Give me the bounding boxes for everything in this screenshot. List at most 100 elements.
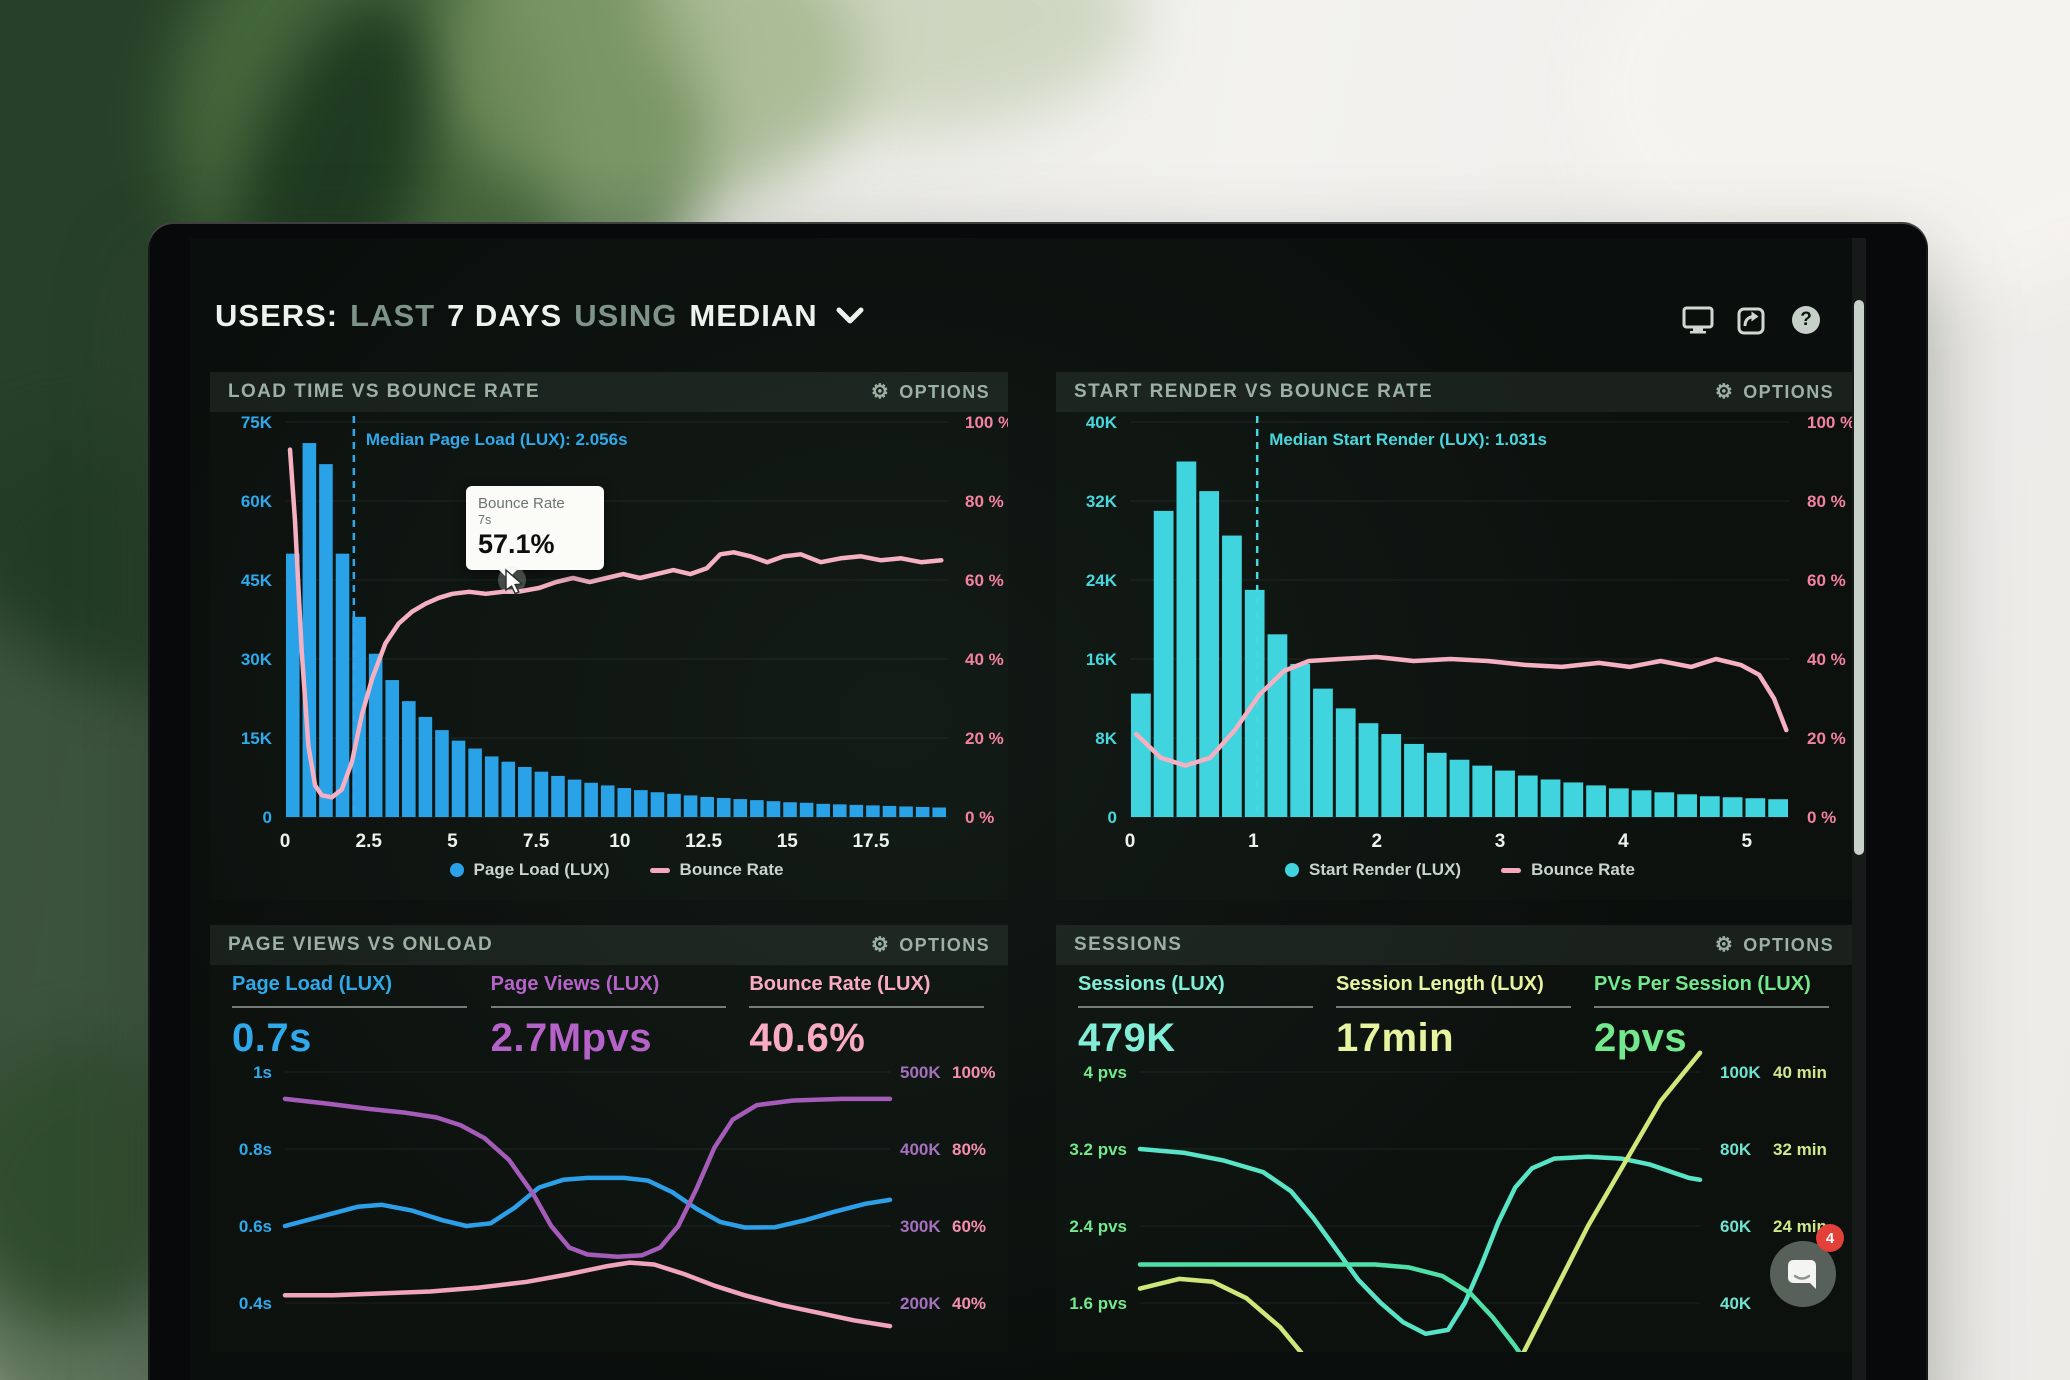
right-axis-tick-secondary: 80% <box>952 1140 986 1159</box>
panel-load-time: LOAD TIME VS BOUNCE RATE ⚙ OPTIONS 75K 10… <box>210 372 1013 900</box>
chat-notification-badge[interactable]: 4 <box>1816 1224 1844 1252</box>
series-line <box>1137 1050 1703 1380</box>
bar <box>1563 782 1584 817</box>
bar <box>1131 693 1151 817</box>
x-axis-tick: 17.5 <box>852 831 889 852</box>
right-axis-tick: 60 % <box>965 571 1004 590</box>
bar <box>1404 743 1424 817</box>
bar <box>567 779 582 817</box>
panel-title: SESSIONS <box>1074 934 1183 955</box>
options-button[interactable]: ⚙ OPTIONS <box>870 381 990 403</box>
right-axis-tick: 0 % <box>1807 808 1836 827</box>
bar <box>783 802 797 817</box>
bar <box>1540 779 1561 817</box>
bar <box>1313 688 1333 817</box>
left-axis-tick: 8K <box>1095 729 1117 748</box>
tooltip-caret <box>498 569 518 579</box>
bar <box>335 553 350 817</box>
bar <box>385 680 400 817</box>
bar <box>518 766 532 817</box>
bounce-rate-line <box>287 447 944 800</box>
bar <box>1631 790 1652 817</box>
options-button[interactable]: ⚙ OPTIONS <box>870 934 990 956</box>
metric-bounce-rate: Bounce Rate (LUX) 40.6% <box>749 973 1008 1061</box>
x-axis-tick: 2 <box>1371 831 1382 852</box>
bar <box>418 716 433 817</box>
x-axis-tick: 5 <box>1742 831 1753 852</box>
x-axis-tick: 7.5 <box>523 831 550 852</box>
bar <box>1586 785 1606 817</box>
left-axis-tick: 60K <box>241 492 273 511</box>
panel-start-render: START RENDER VS BOUNCE RATE ⚙ OPTIONS 40… <box>1056 372 1855 900</box>
metric-underline <box>749 1006 985 1008</box>
title-word: 7 DAYS <box>447 298 563 333</box>
title-word: USING <box>574 298 678 333</box>
panel-title: LOAD TIME VS BOUNCE RATE <box>228 381 540 402</box>
bar <box>402 701 416 817</box>
scrollbar-track[interactable] <box>1852 238 1866 1380</box>
dashboard-title-dropdown[interactable]: USERS: LAST 7 DAYS USING MEDIAN <box>215 298 1836 334</box>
gear-icon: ⚙ <box>870 934 891 956</box>
left-axis-tick: 4 pvs <box>1084 1063 1127 1082</box>
bar <box>866 805 880 817</box>
dashboard-header: USERS: LAST 7 DAYS USING MEDIAN ? <box>215 298 1836 354</box>
right-axis-tick: 100 % <box>1807 413 1852 432</box>
series-line <box>282 1175 893 1230</box>
right-axis-tick: 80 % <box>1807 492 1846 511</box>
page-views-metrics: Page Load (LUX) 0.7s Page Views (LUX) 2.… <box>232 973 1008 1061</box>
right-axis-tick: 80 % <box>965 492 1004 511</box>
options-button[interactable]: ⚙ OPTIONS <box>1714 381 1834 403</box>
right-axis-tick-primary: 200K <box>900 1294 941 1313</box>
bar <box>1517 775 1538 817</box>
metric-sessions: Sessions (LUX) 479K <box>1078 973 1336 1061</box>
left-axis-tick: 32K <box>1086 492 1118 511</box>
x-axis-tick: 2.5 <box>356 831 383 852</box>
right-axis-tick-primary: 60K <box>1720 1217 1752 1236</box>
left-axis-tick: 15K <box>241 729 273 748</box>
left-axis-tick: 16K <box>1086 650 1118 669</box>
panel-page-views-header: PAGE VIEWS VS ONLOAD ⚙ OPTIONS <box>210 925 1008 965</box>
x-axis-tick: 0 <box>1125 831 1136 852</box>
bar <box>484 756 499 817</box>
x-axis-tick: 4 <box>1618 831 1629 852</box>
left-axis-tick: 3.2 pvs <box>1069 1140 1127 1159</box>
panel-start-render-header: START RENDER VS BOUNCE RATE ⚙ OPTIONS <box>1056 372 1852 412</box>
display-icon[interactable] <box>1682 304 1714 336</box>
bar <box>1335 708 1356 817</box>
left-axis-tick: 1.6 pvs <box>1069 1294 1127 1313</box>
gear-icon: ⚙ <box>870 381 891 403</box>
bar <box>1472 765 1493 817</box>
bar <box>1426 752 1447 817</box>
load-time-chart-area[interactable]: 75K 100 % 60K 80 % 45K 60 % 30K 40 % 15K 20 % 0 0 %… <box>210 412 1013 900</box>
bar <box>584 782 598 817</box>
left-axis-tick: 45K <box>241 571 273 590</box>
bar <box>468 748 482 817</box>
left-axis-tick: 1s <box>253 1063 272 1082</box>
bar <box>617 788 632 817</box>
series-line <box>282 1096 893 1260</box>
help-icon[interactable]: ? <box>1790 304 1822 336</box>
bar <box>1449 759 1470 817</box>
bar <box>750 800 764 817</box>
bar <box>634 790 648 817</box>
options-button[interactable]: ⚙ OPTIONS <box>1714 934 1834 956</box>
chat-widget-button[interactable] <box>1770 1241 1836 1307</box>
right-axis-tick-primary: 80K <box>1720 1140 1752 1159</box>
tooltip-value: 57.1% <box>478 529 555 559</box>
start-render-chart-area[interactable]: 40K 100 % 32K 80 % 24K 60 % 16K 40 % 8K 20 % 0 0 % 0… <box>1056 412 1855 900</box>
x-axis-tick: 15 <box>777 831 799 852</box>
x-axis-tick: 12.5 <box>685 831 722 852</box>
scrollbar-thumb[interactable] <box>1854 300 1864 855</box>
chart-tooltip: Bounce Rate 7s 57.1% <box>466 486 604 579</box>
bar <box>1654 792 1675 817</box>
gear-icon: ⚙ <box>1714 381 1735 403</box>
metric-page-views: Page Views (LUX) 2.7Mpvs <box>490 973 750 1061</box>
left-axis-tick: 40K <box>1086 413 1118 432</box>
right-axis-tick-secondary: 100% <box>952 1063 995 1082</box>
bar <box>501 761 516 817</box>
series-line <box>282 1260 893 1329</box>
share-icon[interactable] <box>1736 304 1768 336</box>
right-axis-tick: 20 % <box>1807 729 1846 748</box>
title-word: LAST <box>350 298 436 333</box>
